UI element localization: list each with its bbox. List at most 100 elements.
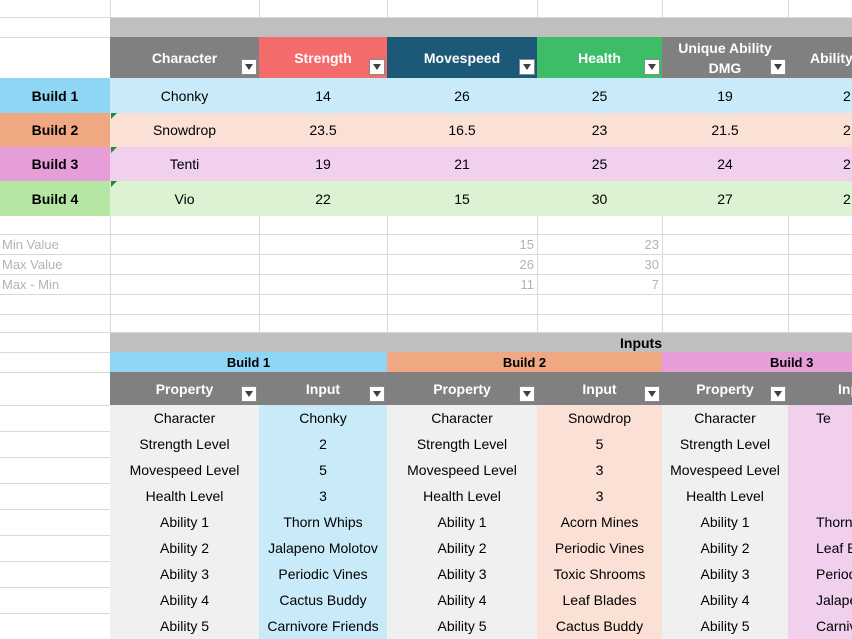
cell-character[interactable]: Tenti	[169, 156, 200, 172]
cell-strength[interactable]: 14	[315, 87, 331, 104]
stat-min-movespeed[interactable]: 15	[519, 237, 534, 252]
filter-dropdown-icon[interactable]	[241, 59, 257, 75]
cell-movespeed[interactable]: 21	[454, 156, 470, 172]
input-cell-build1[interactable]: Periodic Vines	[278, 566, 368, 582]
header-input[interactable]: Input	[788, 372, 852, 405]
cell-character[interactable]: Snowdrop	[152, 122, 217, 138]
cell-ability[interactable]: 2	[843, 87, 851, 104]
stat-label-max[interactable]: Max Value	[2, 257, 63, 272]
property-cell[interactable]: Strength Level	[416, 436, 508, 452]
property-cell[interactable]: Movespeed Level	[129, 462, 240, 478]
header-property[interactable]: Property	[662, 372, 788, 405]
property-cell[interactable]: Movespeed Level	[407, 462, 517, 478]
filter-dropdown-icon[interactable]	[519, 386, 535, 402]
input-cell-build1[interactable]: Jalapeno Molotov	[268, 540, 378, 556]
input-cell-build1[interactable]: Carnivore Friends	[267, 618, 379, 634]
filter-dropdown-icon[interactable]	[369, 386, 385, 402]
property-cell[interactable]: Ability 4	[159, 592, 210, 608]
cell-ability[interactable]: 2	[843, 156, 851, 172]
cell-health[interactable]: 25	[591, 156, 608, 172]
input-cell-build2[interactable]: Leaf Blades	[562, 592, 637, 608]
input-cell-build2[interactable]: Toxic Shrooms	[553, 566, 646, 582]
cell-movespeed[interactable]: 16.5	[448, 122, 476, 138]
cell-character[interactable]: Chonky	[160, 87, 209, 104]
property-cell[interactable]: Ability 3	[159, 566, 210, 582]
input-cell-build3[interactable]	[788, 457, 852, 483]
cell-unique-ability-dmg[interactable]: 24	[717, 156, 733, 172]
stat-label-range[interactable]: Max - Min	[2, 277, 60, 292]
cell-strength[interactable]: 23.5	[309, 122, 337, 138]
header-health[interactable]: Health	[537, 37, 662, 78]
filter-dropdown-icon[interactable]	[369, 59, 385, 75]
input-cell-build2[interactable]: 3	[595, 488, 604, 504]
filter-dropdown-icon[interactable]	[770, 59, 786, 75]
property-cell[interactable]: Strength Level	[679, 436, 771, 452]
cell-health[interactable]: 25	[591, 87, 608, 104]
inputs-build-2-header[interactable]: Build 2	[387, 352, 662, 372]
property-cell[interactable]: Ability 1	[700, 514, 750, 530]
property-cell[interactable]: Character	[694, 410, 756, 426]
input-cell-build1[interactable]: 3	[319, 488, 327, 504]
input-cell-build3[interactable]: Period	[816, 566, 852, 582]
header-ability[interactable]: Ability	[788, 37, 852, 78]
header-unique-ability-dmg[interactable]: Unique Ability DMG	[662, 37, 788, 78]
inputs-build-3-header[interactable]: Build 3	[662, 352, 852, 372]
cell-unique-ability-dmg[interactable]: 21.5	[711, 122, 739, 138]
property-cell[interactable]: Health Level	[145, 488, 224, 504]
cell-movespeed[interactable]: 15	[454, 190, 470, 207]
header-input[interactable]: Input	[259, 372, 387, 405]
cell-unique-ability-dmg[interactable]: 19	[717, 87, 733, 104]
input-cell-build3[interactable]: Jalapen	[816, 592, 852, 608]
property-cell[interactable]: Health Level	[423, 488, 501, 504]
property-cell[interactable]: Ability 3	[700, 566, 750, 582]
filter-dropdown-icon[interactable]	[770, 386, 786, 402]
inputs-build-1-header[interactable]: Build 1	[110, 352, 387, 372]
input-cell-build3[interactable]	[788, 483, 852, 509]
input-cell-build2[interactable]: Snowdrop	[567, 410, 632, 426]
header-property[interactable]: Property	[387, 372, 537, 405]
row-label-build-1[interactable]: Build 1	[0, 78, 110, 113]
cell-ability[interactable]: 2	[843, 190, 851, 207]
cell-unique-ability-dmg[interactable]: 27	[717, 190, 733, 207]
property-cell[interactable]: Character	[153, 410, 216, 426]
property-cell[interactable]: Ability 1	[437, 514, 487, 530]
input-cell-build1[interactable]: Thorn Whips	[283, 514, 363, 530]
property-cell[interactable]: Ability 4	[437, 592, 487, 608]
input-cell-build2[interactable]: Periodic Vines	[554, 540, 645, 556]
stat-range-health[interactable]: 7	[651, 277, 659, 292]
property-cell[interactable]: Ability 5	[437, 618, 487, 634]
property-cell[interactable]: Ability 2	[700, 540, 750, 556]
row-label-build-2[interactable]: Build 2	[0, 113, 110, 147]
row-label-build-3[interactable]: Build 3	[0, 147, 110, 181]
row-label-build-4[interactable]: Build 4	[0, 181, 110, 216]
property-cell[interactable]: Ability 5	[159, 618, 210, 634]
input-cell-build3[interactable]: Leaf B	[816, 540, 852, 556]
header-property[interactable]: Property	[110, 372, 259, 405]
cell-strength[interactable]: 22	[315, 190, 331, 207]
header-input[interactable]: Input	[537, 372, 662, 405]
input-cell-build3[interactable]: Carnivo	[816, 618, 852, 634]
header-character[interactable]: Character	[110, 37, 259, 78]
property-cell[interactable]: Ability 4	[700, 592, 750, 608]
header-movespeed[interactable]: Movespeed	[387, 37, 537, 78]
stat-label-min[interactable]: Min Value	[2, 237, 59, 252]
filter-dropdown-icon[interactable]	[644, 386, 660, 402]
inputs-title[interactable]: Inputs	[110, 333, 852, 352]
property-cell[interactable]: Ability 3	[437, 566, 487, 582]
stat-range-movespeed[interactable]: 11	[520, 277, 535, 292]
input-cell-build2[interactable]: 5	[595, 436, 604, 452]
filter-dropdown-icon[interactable]	[644, 59, 660, 75]
property-cell[interactable]: Ability 2	[159, 540, 210, 556]
property-cell[interactable]: Ability 2	[437, 540, 487, 556]
property-cell[interactable]: Health Level	[686, 488, 764, 504]
cell-movespeed[interactable]: 26	[454, 87, 470, 104]
stat-min-health[interactable]: 23	[644, 237, 659, 252]
input-cell-build2[interactable]: Cactus Buddy	[555, 618, 644, 634]
input-cell-build3[interactable]: Te	[816, 410, 831, 426]
cell-health[interactable]: 23	[591, 122, 608, 138]
input-cell-build3[interactable]	[788, 431, 852, 457]
input-cell-build1[interactable]: Chonky	[299, 410, 347, 426]
cell-health[interactable]: 30	[591, 190, 608, 207]
property-cell[interactable]: Movespeed Level	[670, 462, 780, 478]
cell-character[interactable]: Vio	[174, 190, 195, 207]
